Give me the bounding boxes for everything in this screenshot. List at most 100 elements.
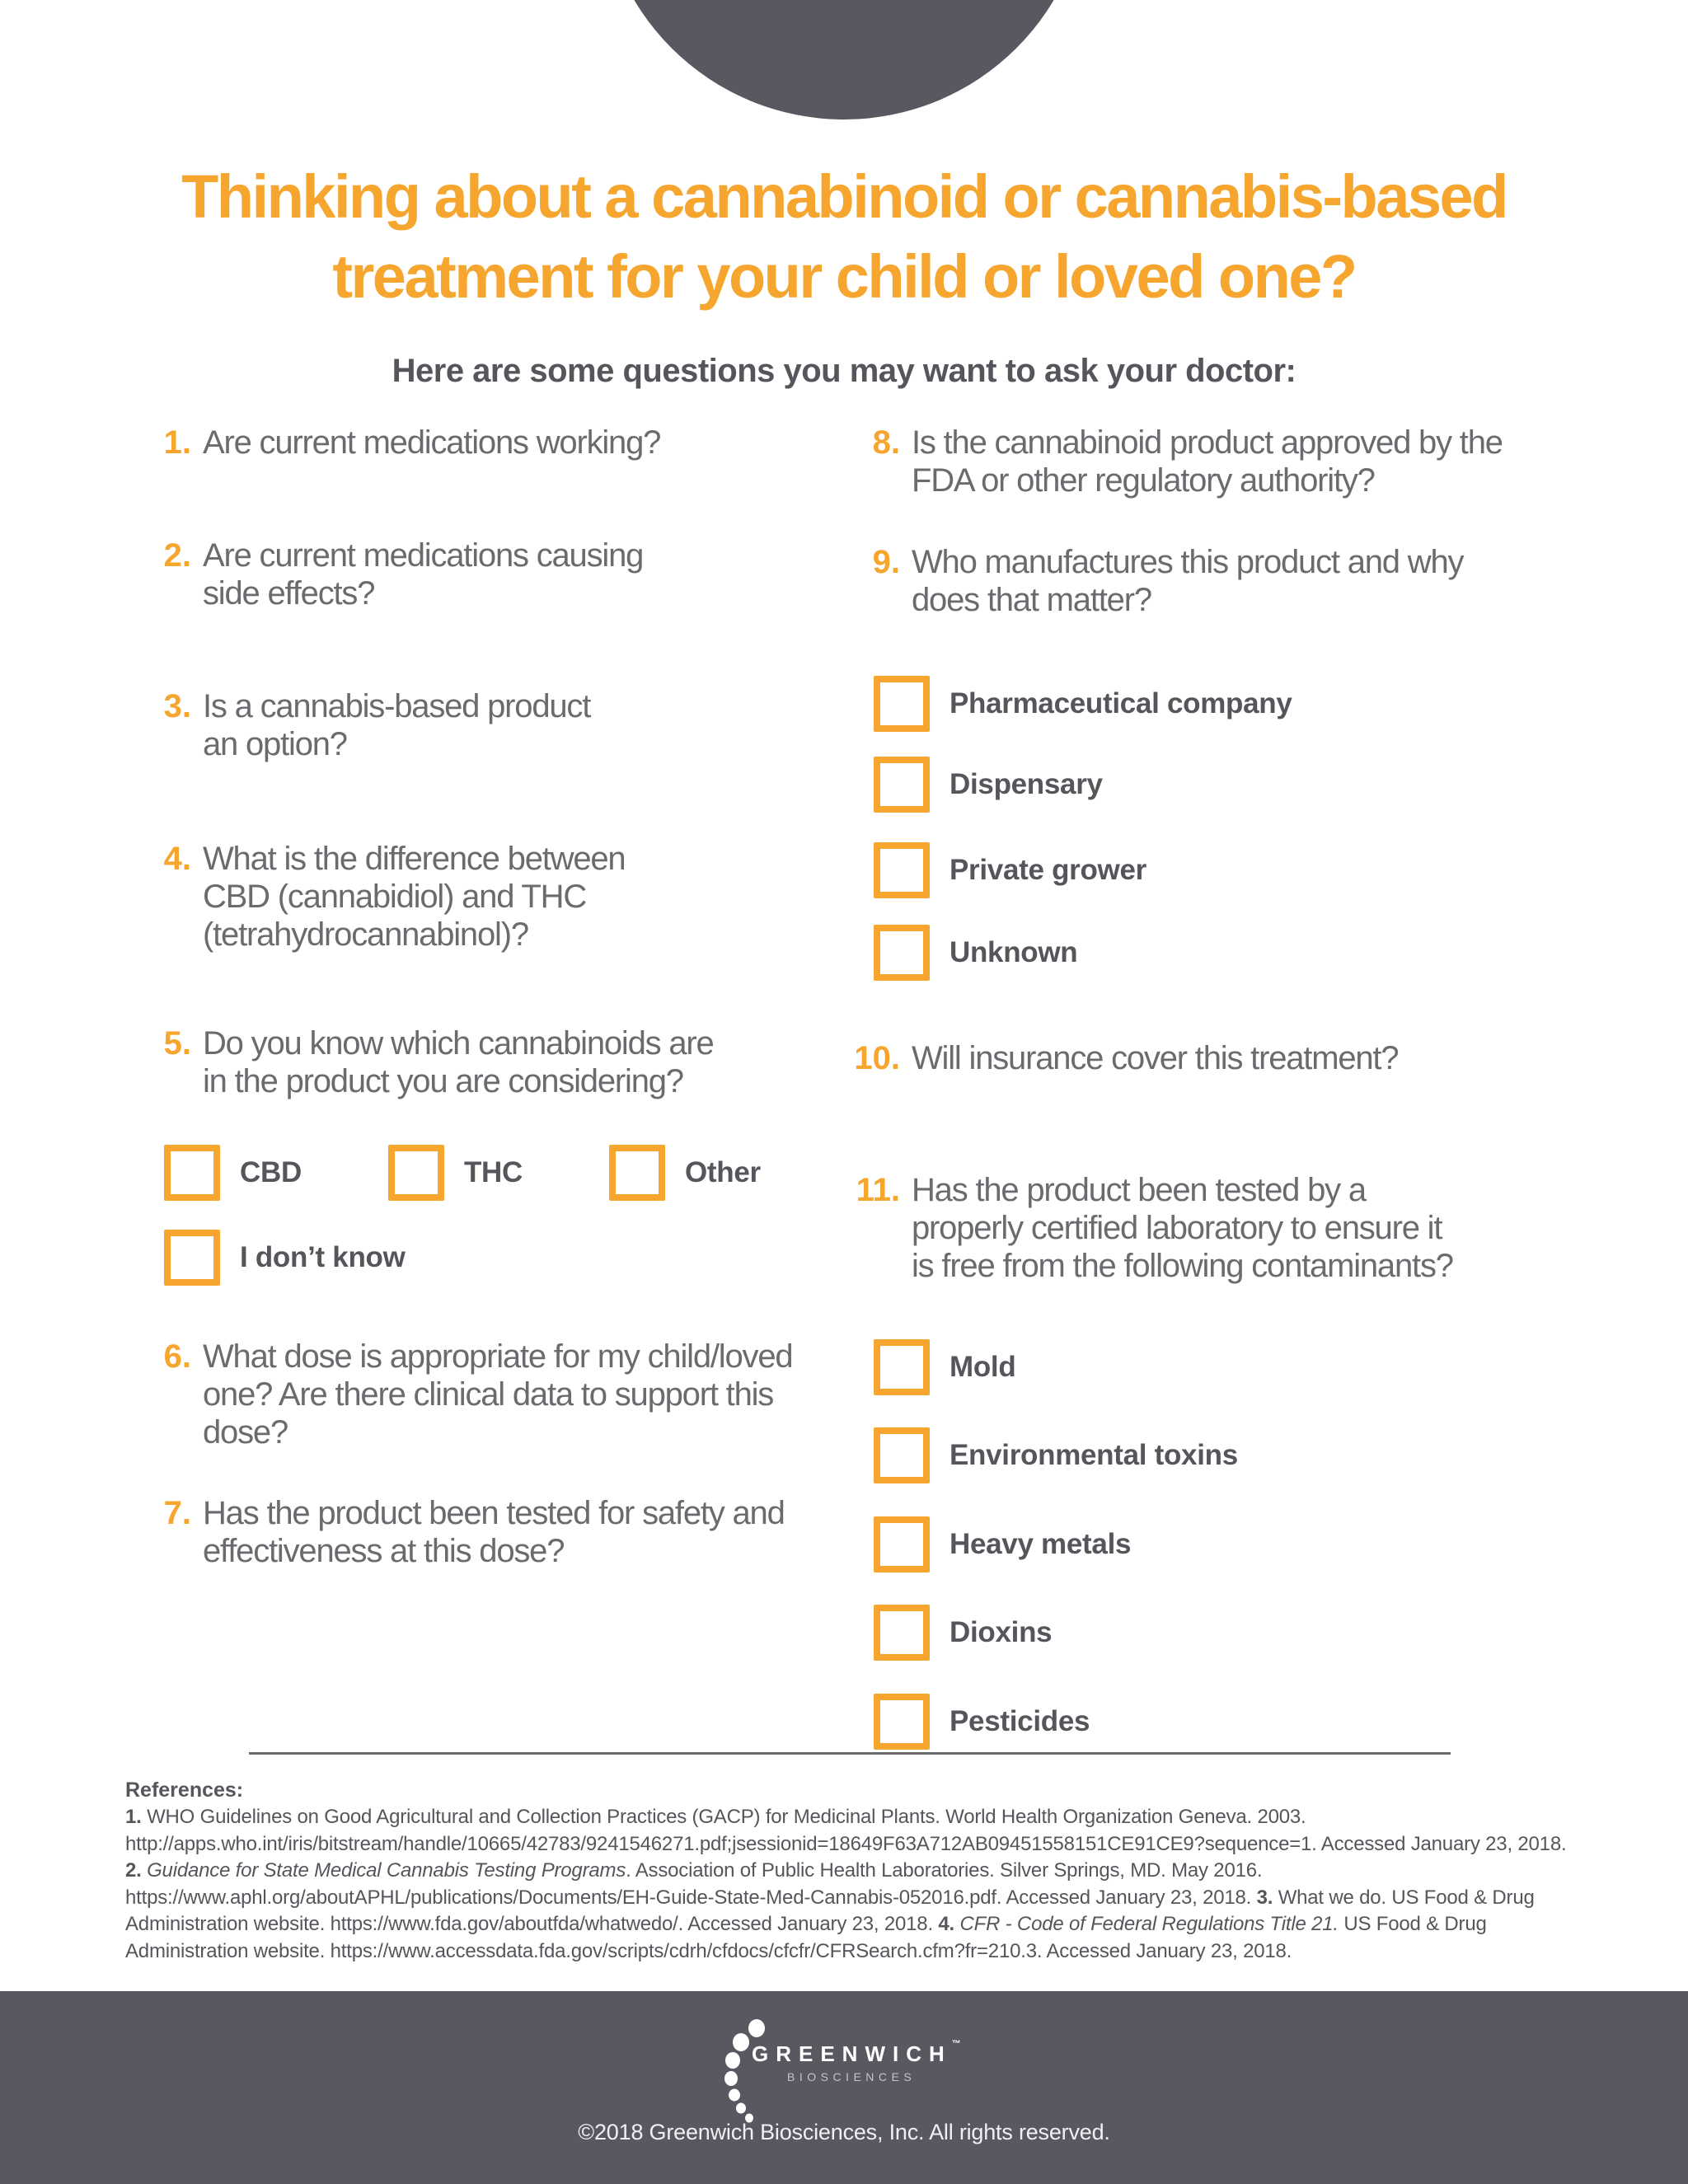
question-7: 7. Has the product been tested for safety…: [150, 1494, 785, 1570]
question-number: 9.: [872, 544, 900, 580]
question-line: What is the difference between: [203, 841, 626, 877]
checkbox-label-heavy-metals: Heavy metals: [950, 1528, 1132, 1560]
question-number: 7.: [163, 1495, 191, 1531]
checkbox-mold[interactable]: [874, 1339, 930, 1395]
question-4: 4. What is the difference between CBD (can…: [150, 840, 626, 954]
checkbox-heavy-metals[interactable]: [874, 1516, 930, 1572]
checkbox-item-environmental-toxins: Environmental toxins: [874, 1427, 1238, 1483]
footer-bar: GREENWICH™ BIOSCIENCES ©2018 Greenwich B…: [0, 1991, 1688, 2184]
checkbox-pesticides[interactable]: [874, 1694, 930, 1750]
checkbox-thc[interactable]: [387, 1145, 444, 1201]
question-text: Are current medications causing side effe…: [203, 537, 644, 612]
checkbox-row: I don’t know: [164, 1230, 406, 1286]
question-10: 10. Will insurance cover this treatment?: [851, 1039, 1400, 1077]
copyright-text: ©2018 Greenwich Biosciences, Inc. All ri…: [578, 2120, 1110, 2144]
references-section: References: 1. WHO Guidelines on Good Ag…: [125, 1777, 1578, 1965]
checkbox-label-other: Other: [684, 1156, 761, 1188]
reference-segment: . Association of Public Health Laborator…: [125, 1859, 1263, 1909]
question-1: 1. Are current medications working?: [150, 424, 662, 462]
question-number: 4.: [163, 841, 191, 877]
question-text: Who manufactures this product and why doe…: [912, 543, 1464, 619]
checkbox-label-i-don-t-know: I don’t know: [240, 1241, 406, 1273]
checkbox-item-dispensary: Dispensary: [874, 757, 1103, 813]
question-11: 11. Has the product been tested by a prope…: [851, 1171, 1454, 1285]
question-number: 6.: [163, 1338, 191, 1375]
reference-segment: CFR - Code of Federal Regulations Title …: [959, 1913, 1339, 1935]
question-text: Is the cannabinoid product approved by t…: [912, 424, 1503, 499]
page-title: Thinking about a cannabinoid or cannabis…: [181, 162, 1508, 311]
checkbox-label-pesticides: Pesticides: [950, 1705, 1090, 1737]
brand-wordmark: GREENWICH™: [752, 2039, 961, 2066]
question-line: Are current medications causing: [203, 537, 644, 574]
question-number: 2.: [163, 537, 191, 574]
trademark-symbol: ™: [951, 2039, 961, 2049]
reference-segment: 1.: [125, 1806, 148, 1828]
question-line: Is the cannabinoid product approved by t…: [912, 424, 1503, 461]
checkbox-environmental-toxins[interactable]: [874, 1427, 930, 1483]
question-line: CBD (cannabidiol) and THC: [203, 879, 587, 915]
checkbox-label-dioxins: Dioxins: [950, 1616, 1053, 1648]
question-line: Will insurance cover this treatment?: [912, 1040, 1400, 1076]
question-number: 8.: [872, 424, 900, 461]
question-text: What dose is appropriate for my child/lo…: [203, 1338, 794, 1451]
question-line: Has the product been tested for safety a…: [203, 1495, 785, 1531]
question-text: What is the difference between CBD (canna…: [203, 840, 626, 954]
checkbox-item-unknown: Unknown: [874, 925, 1078, 981]
checkbox-label-cbd: CBD: [240, 1156, 302, 1188]
question-line: Who manufactures this product and why: [912, 544, 1464, 580]
question-number: 11.: [856, 1172, 900, 1208]
question-line: (tetrahydrocannabinol)?: [203, 916, 529, 953]
page-subtitle: Here are some questions you may want to …: [392, 353, 1296, 389]
checkbox-label-unknown: Unknown: [950, 936, 1078, 968]
brand-subtitle: BIOSCIENCES: [787, 2070, 917, 2083]
question-text: Has the product been tested by a properly…: [912, 1171, 1454, 1285]
checkbox-item-other: Other: [608, 1145, 761, 1201]
question-line: effectiveness at this dose?: [203, 1533, 565, 1569]
question-line: FDA or other regulatory authority?: [912, 462, 1376, 499]
checkbox-item-cbd: CBD: [164, 1145, 302, 1201]
question-3: 3. Is a cannabis-based product an option?: [150, 687, 592, 763]
checkbox-item-mold: Mold: [874, 1339, 1016, 1395]
question-9: 9. Who manufactures this product and why d…: [851, 543, 1465, 619]
checkbox-cbd[interactable]: [164, 1145, 220, 1201]
question-2: 2. Are current medications causing side ef…: [150, 537, 645, 612]
checkbox-pharmaceutical-company[interactable]: [874, 676, 930, 732]
question-line: Are current medications working?: [203, 424, 661, 461]
checkbox-label-dispensary: Dispensary: [950, 768, 1103, 800]
question-8: 8. Is the cannabinoid product approved by…: [851, 424, 1503, 499]
checkbox-other[interactable]: [608, 1145, 665, 1201]
checkbox-label-thc: THC: [463, 1156, 523, 1188]
checkbox-item-heavy-metals: Heavy metals: [874, 1516, 1131, 1572]
checkbox-item-dioxins: Dioxins: [874, 1605, 1053, 1661]
references-heading: References:: [125, 1779, 244, 1802]
checkbox-item-pesticides: Pesticides: [874, 1694, 1090, 1750]
question-line: side effects?: [203, 575, 375, 612]
checkbox-i-don-t-know[interactable]: [164, 1230, 220, 1286]
question-line: does that matter?: [912, 582, 1152, 618]
question-text: Has the product been tested for safety a…: [203, 1494, 785, 1570]
checkbox-label-pharmaceutical-company: Pharmaceutical company: [950, 687, 1292, 719]
reference-segment: 3.: [1256, 1886, 1278, 1909]
checkbox-dispensary[interactable]: [874, 757, 930, 813]
references-text: 1. WHO Guidelines on Good Agricultural a…: [125, 1804, 1578, 1965]
divider-line: [249, 1752, 1451, 1755]
checkbox-item-private-grower: Private grower: [874, 842, 1146, 898]
checkbox-private-grower[interactable]: [874, 842, 930, 898]
checkbox-label-private-grower: Private grower: [950, 854, 1146, 886]
question-line: is free from the following contaminants?: [912, 1248, 1454, 1284]
question-line: an option?: [203, 726, 348, 762]
question-text: Is a cannabis-based product an option?: [203, 687, 591, 763]
reference-segment: Guidance for State Medical Cannabis Test…: [147, 1859, 626, 1882]
reference-segment: US Food & Drug Administration website. h…: [125, 1913, 1487, 1962]
question-line: one? Are there clinical data to support …: [203, 1376, 774, 1413]
checkbox-dioxins[interactable]: [874, 1605, 930, 1661]
reference-segment: What we do. US Food & Drug Administratio…: [125, 1886, 1535, 1936]
reference-segment: WHO Guidelines on Good Agricultural and …: [125, 1806, 1567, 1855]
checkbox-item-thc: THC: [387, 1145, 523, 1201]
checkbox-item-pharmaceutical-company: Pharmaceutical company: [874, 676, 1292, 732]
question-line: Do you know which cannabinoids are: [203, 1025, 715, 1062]
decorative-top-circle: [600, 0, 1088, 120]
checkbox-unknown[interactable]: [874, 925, 930, 981]
question-line: properly certified laboratory to ensure …: [912, 1210, 1442, 1246]
